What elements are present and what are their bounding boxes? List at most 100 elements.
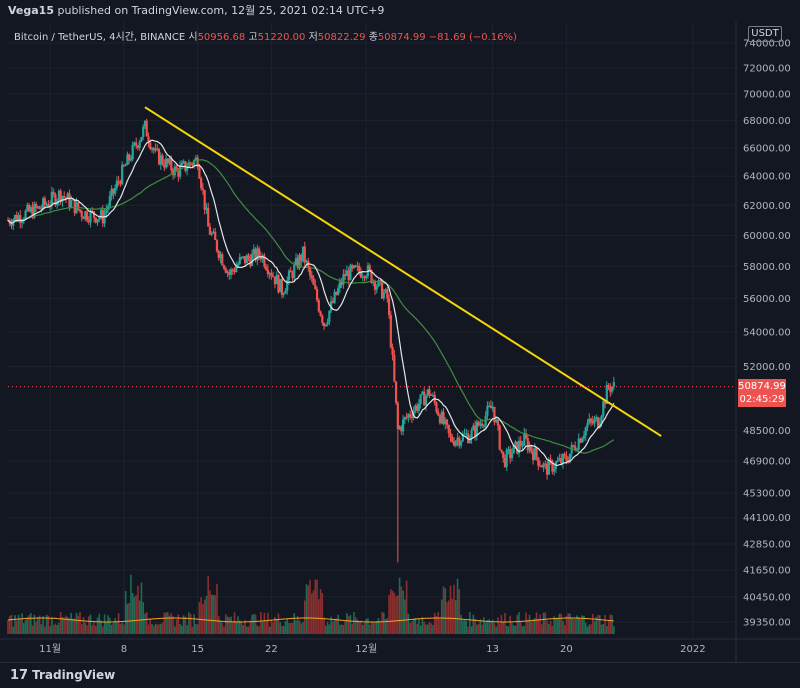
volume-bar	[293, 613, 296, 634]
price-chart[interactable]: 74000.00 72000.00 70000.00 68000.00 66000.00…	[0, 22, 800, 662]
candle-body	[87, 220, 90, 223]
volume-bar	[375, 620, 378, 634]
volume-bar	[332, 621, 334, 634]
time-tick-label: 2022	[680, 644, 705, 655]
candle-body	[447, 424, 450, 433]
volume-bar	[14, 615, 16, 634]
volume-bar	[70, 612, 73, 634]
volume-bar	[395, 596, 397, 634]
volume-bar	[51, 617, 53, 634]
volume-bar	[109, 617, 111, 634]
volume-bar	[560, 613, 562, 634]
candle-body	[354, 265, 357, 268]
descending-trendline[interactable]	[144, 106, 662, 437]
volume-bar	[583, 615, 585, 634]
candle-body	[503, 457, 507, 467]
candle-body	[568, 453, 572, 463]
candle-body	[498, 425, 501, 450]
candle-body	[193, 160, 196, 166]
volume-bar	[548, 623, 550, 634]
candle-body	[393, 355, 396, 382]
candle-body	[609, 386, 612, 392]
candle-body	[29, 207, 32, 212]
candle-body	[133, 142, 136, 145]
low-label: 저	[308, 32, 318, 43]
candle-body	[340, 281, 343, 285]
candle-body	[164, 158, 168, 168]
candle-body	[305, 260, 308, 263]
volume-bar	[73, 618, 76, 634]
candle-body	[77, 202, 80, 210]
price-tick-label: 52000.00	[743, 362, 791, 373]
tradingview-logo[interactable]: 17 TradingView	[10, 668, 115, 683]
candle-body	[540, 465, 543, 468]
volume-bar	[525, 612, 527, 634]
published-info: published on TradingView.com, 12월 25, 20…	[57, 4, 385, 17]
candle-body	[407, 414, 410, 418]
candle-body	[600, 415, 603, 423]
candle-body	[298, 254, 301, 269]
volume-bar	[490, 622, 492, 634]
candle-body	[245, 255, 248, 264]
volume-bar	[374, 621, 376, 634]
volume-bar	[261, 621, 264, 634]
publisher-name[interactable]: Vega15	[8, 4, 54, 17]
price-tick-label: 74000.00	[743, 39, 791, 50]
candle-body	[157, 148, 161, 165]
candle-body	[177, 170, 180, 177]
volume-bar	[237, 616, 239, 634]
currency-button[interactable]: USDT	[748, 26, 782, 42]
candle-body	[356, 265, 359, 268]
candle-body	[10, 223, 13, 226]
volume-bar	[17, 614, 20, 634]
candle-body	[243, 256, 247, 264]
volume-bar	[147, 624, 150, 634]
volume-bar	[91, 625, 94, 634]
candle-body	[198, 167, 201, 179]
volume-bar	[453, 584, 455, 634]
candle-body	[486, 405, 489, 416]
candle-body	[380, 281, 384, 299]
volume-bar	[397, 595, 399, 634]
candle-body	[410, 416, 413, 419]
candle-body	[300, 254, 303, 261]
candle-body	[428, 389, 431, 396]
volume-bar	[381, 611, 383, 634]
volume-bar	[216, 583, 218, 634]
candle-body	[194, 157, 197, 161]
candle-body	[207, 207, 210, 227]
candle-body	[524, 433, 528, 439]
symbol-title[interactable]: Bitcoin / TetherUS, 4시간, BINANCE	[14, 32, 186, 43]
candle-body	[426, 389, 429, 396]
volume-bar	[337, 614, 339, 634]
candle-body	[437, 411, 440, 416]
candle-body	[175, 166, 178, 171]
price-tick-label: 58000.00	[743, 262, 791, 273]
volume-bar	[584, 622, 587, 634]
volume-bar	[126, 603, 129, 634]
candle-body	[349, 265, 352, 281]
volume-bar	[270, 620, 273, 634]
candle-body	[365, 275, 368, 279]
time-axis[interactable]: 11월 8 15 22 12월 13 20 2022	[39, 643, 705, 655]
volume-bar	[361, 624, 364, 634]
candle-body	[170, 158, 173, 171]
candle-body	[472, 425, 475, 431]
volume-bar	[210, 594, 213, 634]
volume-bar	[275, 619, 278, 634]
volume-bar	[124, 591, 127, 634]
volume-bar	[149, 618, 152, 634]
candle-body	[389, 314, 392, 348]
price-axis[interactable]: 74000.00 72000.00 70000.00 68000.00 66000.00…	[743, 39, 791, 629]
candle-body	[491, 406, 494, 409]
volume-bar	[93, 622, 95, 634]
volume-bar	[551, 625, 554, 634]
candle-body	[431, 395, 435, 397]
volume-bar	[347, 616, 350, 634]
candle-body	[328, 310, 331, 322]
candle-body	[493, 406, 496, 423]
volume-bar	[532, 619, 534, 634]
volume-bar	[416, 623, 418, 634]
volume-bar	[346, 613, 348, 634]
volume-bar	[89, 614, 92, 634]
